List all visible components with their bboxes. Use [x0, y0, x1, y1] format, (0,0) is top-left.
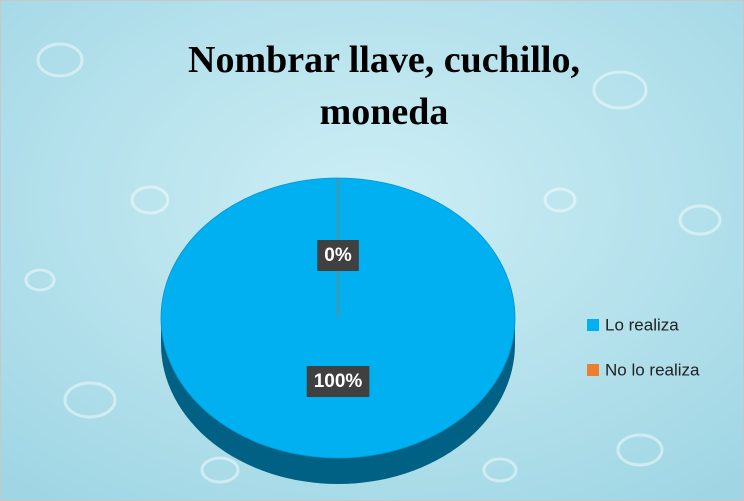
data-label-text: 100% [314, 371, 363, 392]
legend-label: No lo realiza [605, 360, 700, 379]
legend-swatch [587, 319, 599, 331]
data-label: 0% [317, 240, 359, 272]
slice-side [161, 318, 515, 484]
chart-title: Nombrar llave, cuchillo, moneda [188, 39, 580, 133]
legend-swatch [587, 364, 599, 376]
pie: 100% 0% [160, 177, 516, 484]
data-label: 100% [306, 366, 370, 398]
legend: Lo realiza No lo realiza [587, 315, 700, 379]
legend-label: Lo realiza [605, 315, 679, 334]
data-label-text: 0% [324, 245, 352, 266]
data-label-box [317, 240, 359, 272]
data-label-box [306, 366, 370, 398]
water-drops [24, 42, 722, 484]
